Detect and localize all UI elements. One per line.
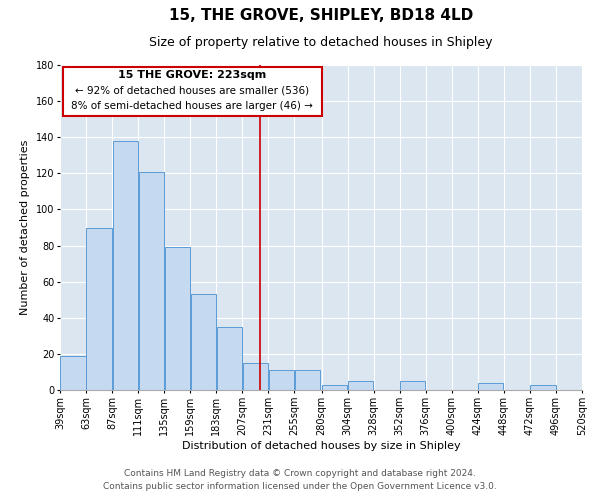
Bar [295, 370, 320, 390]
Bar [113, 141, 138, 390]
Text: Contains public sector information licensed under the Open Government Licence v3: Contains public sector information licen… [103, 482, 497, 491]
FancyBboxPatch shape [63, 67, 322, 116]
Bar [530, 384, 556, 390]
Bar [191, 294, 216, 390]
Bar [478, 383, 503, 390]
Bar [243, 363, 268, 390]
Bar [217, 327, 242, 390]
Bar [164, 248, 190, 390]
Bar [139, 172, 164, 390]
X-axis label: Distribution of detached houses by size in Shipley: Distribution of detached houses by size … [182, 440, 460, 450]
Bar [61, 356, 86, 390]
Y-axis label: Number of detached properties: Number of detached properties [20, 140, 31, 315]
Text: 8% of semi-detached houses are larger (46) →: 8% of semi-detached houses are larger (4… [71, 101, 313, 111]
Bar [348, 381, 373, 390]
Bar [322, 384, 347, 390]
Text: ← 92% of detached houses are smaller (536): ← 92% of detached houses are smaller (53… [76, 86, 310, 96]
Text: Contains HM Land Registry data © Crown copyright and database right 2024.: Contains HM Land Registry data © Crown c… [124, 468, 476, 477]
Bar [86, 228, 112, 390]
Text: Size of property relative to detached houses in Shipley: Size of property relative to detached ho… [149, 36, 493, 49]
Bar [269, 370, 294, 390]
Text: 15, THE GROVE, SHIPLEY, BD18 4LD: 15, THE GROVE, SHIPLEY, BD18 4LD [169, 8, 473, 23]
Bar [400, 381, 425, 390]
Text: 15 THE GROVE: 223sqm: 15 THE GROVE: 223sqm [118, 70, 266, 81]
